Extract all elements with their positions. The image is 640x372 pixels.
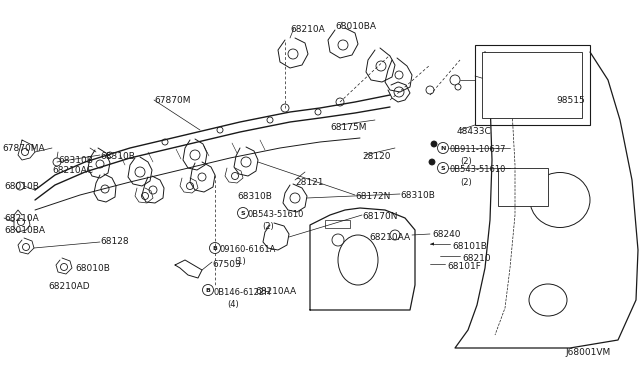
Circle shape [217, 127, 223, 133]
Text: 68172N: 68172N [355, 192, 390, 201]
Bar [482, 52, 582, 118]
Circle shape [438, 142, 449, 154]
Circle shape [141, 192, 148, 199]
Circle shape [431, 141, 437, 147]
Text: 68101F: 68101F [447, 262, 481, 271]
Circle shape [149, 186, 157, 194]
Circle shape [237, 208, 248, 218]
Circle shape [315, 109, 321, 115]
Ellipse shape [338, 235, 378, 285]
Text: 68240: 68240 [432, 230, 461, 239]
Circle shape [376, 61, 386, 71]
Text: 09160-6161A: 09160-6161A [220, 245, 276, 254]
Text: 68310B: 68310B [400, 191, 435, 200]
Text: 0B146-6122H: 0B146-6122H [213, 288, 271, 297]
Circle shape [232, 173, 239, 180]
Ellipse shape [530, 173, 590, 228]
Text: 67870MA: 67870MA [2, 144, 45, 153]
Circle shape [61, 263, 67, 270]
Text: (1): (1) [234, 257, 246, 266]
Circle shape [290, 193, 300, 203]
Text: 68010BA: 68010BA [335, 22, 376, 31]
Bar [325, 220, 350, 228]
Circle shape [544, 58, 552, 66]
Circle shape [336, 98, 344, 106]
Circle shape [426, 86, 434, 94]
Text: 68210A: 68210A [290, 25, 324, 34]
Text: S: S [441, 166, 445, 170]
Text: 28120: 28120 [362, 152, 390, 161]
Circle shape [267, 117, 273, 123]
Text: 68310B: 68310B [58, 156, 93, 165]
Circle shape [22, 244, 29, 250]
Text: 68310B: 68310B [237, 192, 272, 201]
Text: 68170N: 68170N [362, 212, 397, 221]
Text: N: N [440, 145, 445, 151]
Circle shape [17, 218, 24, 225]
Text: 68175M: 68175M [330, 123, 367, 132]
Circle shape [332, 234, 344, 246]
Text: (4): (4) [227, 300, 239, 309]
Circle shape [22, 148, 29, 155]
Text: 68128: 68128 [100, 237, 129, 246]
Text: B: B [205, 288, 211, 292]
Text: (2): (2) [460, 157, 472, 166]
Circle shape [162, 139, 168, 145]
Circle shape [241, 157, 251, 167]
Text: 98515: 98515 [556, 96, 585, 105]
Text: 28121: 28121 [295, 178, 323, 187]
Text: 68210AA: 68210AA [369, 233, 410, 242]
Circle shape [101, 185, 109, 193]
Bar [498, 168, 548, 206]
Text: S: S [241, 211, 245, 215]
Text: 68101B: 68101B [452, 242, 487, 251]
Text: (2): (2) [262, 222, 274, 231]
Circle shape [450, 75, 460, 85]
Circle shape [511, 105, 518, 112]
Circle shape [281, 104, 289, 112]
Polygon shape [430, 243, 434, 246]
Ellipse shape [529, 284, 567, 316]
Circle shape [16, 182, 24, 190]
Circle shape [288, 49, 298, 59]
Text: B: B [212, 246, 218, 250]
Circle shape [190, 150, 200, 160]
Circle shape [455, 84, 461, 90]
Circle shape [53, 158, 61, 166]
Circle shape [202, 285, 214, 295]
Text: 67503: 67503 [212, 260, 241, 269]
Text: 0B911-10637: 0B911-10637 [449, 145, 506, 154]
Text: (2): (2) [460, 178, 472, 187]
Text: 0B543-51610: 0B543-51610 [248, 210, 305, 219]
Circle shape [429, 159, 435, 165]
Circle shape [495, 107, 505, 117]
Text: 68010B: 68010B [4, 182, 39, 191]
Circle shape [394, 87, 404, 97]
Circle shape [438, 163, 449, 173]
Circle shape [395, 71, 403, 79]
Text: 68010B: 68010B [75, 264, 110, 273]
Circle shape [135, 167, 145, 177]
Circle shape [198, 173, 206, 181]
Text: 68010BA: 68010BA [4, 226, 45, 235]
Text: 67870M: 67870M [154, 96, 191, 105]
Circle shape [186, 183, 193, 189]
Text: 0B543-51610: 0B543-51610 [449, 165, 506, 174]
Circle shape [209, 243, 221, 253]
Circle shape [390, 230, 400, 240]
Text: 68210AA: 68210AA [255, 287, 296, 296]
Text: 68310B: 68310B [100, 152, 135, 161]
Circle shape [96, 160, 104, 168]
Circle shape [338, 40, 348, 50]
Circle shape [107, 152, 113, 158]
Text: J68001VM: J68001VM [565, 348, 611, 357]
Text: 48433C: 48433C [457, 127, 492, 136]
Text: 68210: 68210 [462, 254, 491, 263]
Text: 68210AC: 68210AC [52, 166, 93, 175]
Bar [475, 45, 590, 125]
Text: 68210A: 68210A [4, 214, 39, 223]
Text: 68210AD: 68210AD [48, 282, 90, 291]
